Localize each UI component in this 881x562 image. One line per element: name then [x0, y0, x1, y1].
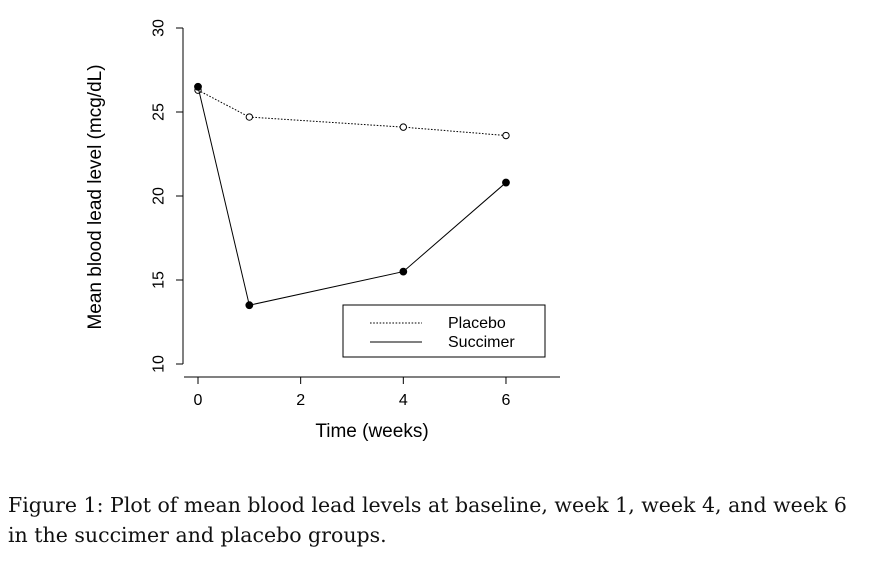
- x-axis-label: Time (weeks): [315, 421, 428, 442]
- data-point-placebo: [502, 131, 510, 140]
- y-axis-label: Mean blood lead level (mcg/dL): [85, 64, 106, 329]
- data-point-succimer: [399, 267, 408, 276]
- series-line-placebo: [197, 89, 507, 137]
- y-tick-label: 25: [151, 103, 168, 121]
- legend: Placebo Succimer: [342, 304, 546, 358]
- y-tick-label: 15: [151, 271, 168, 289]
- series-layer: [194, 82, 510, 310]
- x-tick-label: 2: [296, 392, 305, 409]
- data-point-succimer: [502, 178, 510, 187]
- y-tick-label: 10: [151, 355, 168, 373]
- legend-box: [342, 304, 546, 358]
- series-line-succimer: [197, 86, 507, 306]
- data-point-placebo: [399, 123, 408, 131]
- data-point-succimer: [245, 301, 254, 310]
- legend-label-placebo: Placebo: [448, 315, 506, 332]
- data-point-succimer: [194, 82, 202, 91]
- x-tick-label: 6: [502, 392, 511, 409]
- data-point-placebo: [245, 113, 254, 121]
- legend-label-succimer: Succimer: [448, 334, 515, 351]
- line-chart: 10 15 20 25 30 0 2 4 6 Mean blood lead level (m…: [85, 19, 560, 442]
- y-axis: 10 15 20 25 30: [151, 19, 184, 373]
- x-tick-label: 4: [399, 392, 408, 409]
- y-tick-label: 20: [151, 187, 168, 205]
- x-tick-label: 0: [194, 392, 203, 409]
- x-axis: 0 2 4 6: [184, 376, 560, 409]
- figure: 10 15 20 25 30 0 2 4 6 Mean blood lead level (m…: [85, 19, 560, 442]
- figure-caption: Figure 1: Plot of mean blood lead levels…: [8, 493, 847, 547]
- y-tick-label: 30: [151, 19, 168, 37]
